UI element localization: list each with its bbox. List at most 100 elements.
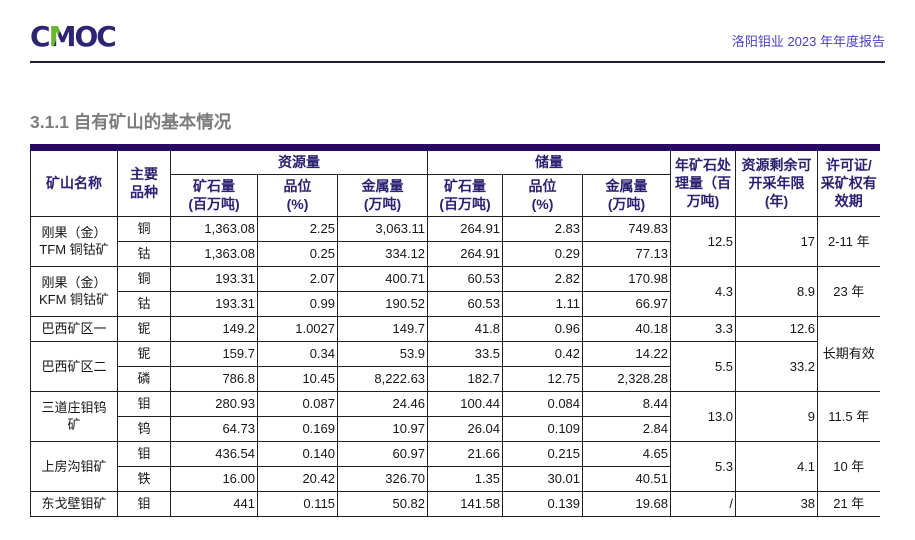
product-cell: 钨 bbox=[117, 415, 171, 442]
res-metal-cell: 60.97 bbox=[336, 440, 429, 467]
license-cell: 10 年 bbox=[817, 440, 880, 492]
product-cell: 钼 bbox=[117, 440, 171, 467]
rsv-metal-cell: 77.13 bbox=[582, 240, 672, 267]
report-page: CMOC 洛阳钼业 2023 年年度报告 3.1.1 自有矿山的基本情况 矿山名… bbox=[30, 20, 885, 517]
remaining-cell: 33.2 bbox=[735, 340, 819, 392]
license-cell: 2-11 年 bbox=[817, 215, 880, 267]
rsv-ore-cell: 21.66 bbox=[427, 440, 504, 467]
rsv-grade-cell: 0.215 bbox=[502, 440, 584, 467]
product-cell: 铌 bbox=[117, 340, 171, 367]
col-header-res-metal: 金属量 (万吨) bbox=[336, 173, 429, 217]
res-grade-cell: 10.45 bbox=[257, 365, 338, 392]
table-row: 巴西矿区二 铌 159.7 0.34 53.9 33.5 0.42 14.22 … bbox=[30, 340, 880, 392]
res-grade-cell: 0.25 bbox=[257, 240, 338, 267]
col-header-license: 许可证/采矿权有效期 bbox=[817, 146, 880, 217]
table-row: 刚果（金） TFM 铜钴矿 铜 1,363.08 2.25 3,063.11 2… bbox=[30, 215, 880, 267]
rsv-ore-cell: 33.5 bbox=[427, 340, 504, 367]
res-ore-cell: 149.2 bbox=[170, 315, 258, 342]
rsv-ore-cell: 41.8 bbox=[427, 315, 504, 342]
table-row: 钨 64.73 0.169 10.97 26.04 0.109 2.84 bbox=[31, 415, 880, 442]
rsv-ore-cell: 141.58 bbox=[427, 490, 504, 517]
mine-name-cell: 东戈壁钼矿 bbox=[30, 490, 118, 517]
mine-name-cell: 刚果（金） KFM 铜钴矿 bbox=[30, 265, 118, 317]
res-ore-cell: 193.31 bbox=[170, 265, 258, 292]
license-cell: 23 年 bbox=[817, 265, 880, 317]
res-metal-cell: 149.7 bbox=[336, 315, 429, 342]
mine-name-cell: 刚果（金） TFM 铜钴矿 bbox=[30, 215, 118, 267]
res-ore-cell: 193.31 bbox=[170, 290, 258, 317]
col-header-reserves-group: 储量 bbox=[427, 146, 672, 175]
mines-table: 矿山名称 主要 品种 资源量 储量 年矿石处理量（百万吨) 资源剩余可开采年限(… bbox=[30, 143, 880, 517]
product-cell: 磷 bbox=[117, 365, 171, 392]
col-header-main-product: 主要 品种 bbox=[117, 146, 171, 217]
rsv-grade-cell: 12.75 bbox=[502, 365, 584, 392]
product-cell: 钼 bbox=[117, 490, 171, 517]
rsv-metal-cell: 40.18 bbox=[582, 315, 672, 342]
col-header-res-grade: 品位 (%) bbox=[257, 173, 338, 217]
res-grade-cell: 0.34 bbox=[257, 340, 338, 367]
res-metal-cell: 24.46 bbox=[336, 390, 429, 417]
col-header-rsv-grade: 品位 (%) bbox=[502, 173, 584, 217]
res-grade-cell: 0.169 bbox=[257, 415, 338, 442]
rsv-metal-cell: 170.98 bbox=[582, 265, 672, 292]
rsv-grade-cell: 0.29 bbox=[502, 240, 584, 267]
rsv-ore-cell: 182.7 bbox=[427, 365, 504, 392]
res-grade-cell: 0.115 bbox=[257, 490, 338, 517]
table-row: 钴 193.31 0.99 190.52 60.53 1.11 66.97 bbox=[31, 290, 880, 317]
rsv-metal-cell: 14.22 bbox=[582, 340, 672, 367]
product-cell: 铜 bbox=[117, 265, 171, 292]
rsv-metal-cell: 19.68 bbox=[582, 490, 672, 517]
table-row: 刚果（金） KFM 铜钴矿 铜 193.31 2.07 400.71 60.53… bbox=[30, 265, 880, 317]
processing-cell: 4.3 bbox=[670, 265, 737, 317]
res-ore-cell: 64.73 bbox=[170, 415, 258, 442]
res-ore-cell: 159.7 bbox=[170, 340, 258, 367]
table-row: 三道庄钼钨 矿 钼 280.93 0.087 24.46 100.44 0.08… bbox=[30, 390, 880, 442]
res-metal-cell: 334.12 bbox=[336, 240, 429, 267]
res-metal-cell: 326.70 bbox=[336, 465, 429, 492]
product-cell: 钴 bbox=[117, 290, 171, 317]
res-ore-cell: 1,363.08 bbox=[170, 215, 258, 242]
res-ore-cell: 441 bbox=[170, 490, 258, 517]
cmoc-logo: CMOC bbox=[30, 20, 117, 53]
col-header-mine-name: 矿山名称 bbox=[30, 146, 118, 217]
table-row: 铁 16.00 20.42 326.70 1.35 30.01 40.51 bbox=[31, 465, 880, 492]
rsv-ore-cell: 1.35 bbox=[427, 465, 504, 492]
report-title: 洛阳钼业 2023 年年度报告 bbox=[731, 33, 885, 49]
remaining-cell: 17 bbox=[735, 215, 819, 267]
res-grade-cell: 1.0027 bbox=[257, 315, 338, 342]
header-row-group: 矿山名称 主要 品种 资源量 储量 年矿石处理量（百万吨) 资源剩余可开采年限(… bbox=[30, 146, 880, 217]
rsv-metal-cell: 40.51 bbox=[582, 465, 672, 492]
res-grade-cell: 0.99 bbox=[257, 290, 338, 317]
res-metal-cell: 190.52 bbox=[336, 290, 429, 317]
res-grade-cell: 0.140 bbox=[257, 440, 338, 467]
res-ore-cell: 436.54 bbox=[170, 440, 258, 467]
logo-letter: C bbox=[30, 20, 51, 53]
rsv-grade-cell: 0.084 bbox=[502, 390, 584, 417]
rsv-grade-cell: 0.109 bbox=[502, 415, 584, 442]
res-metal-cell: 10.97 bbox=[336, 415, 429, 442]
remaining-cell: 9 bbox=[735, 390, 819, 442]
mine-name-cell: 巴西矿区二 bbox=[30, 340, 118, 392]
col-header-annual-processing: 年矿石处理量（百万吨) bbox=[670, 146, 737, 217]
rsv-grade-cell: 1.11 bbox=[502, 290, 584, 317]
rsv-grade-cell: 30.01 bbox=[502, 465, 584, 492]
rsv-metal-cell: 749.83 bbox=[582, 215, 672, 242]
remaining-cell: 38 bbox=[735, 490, 819, 517]
rsv-ore-cell: 26.04 bbox=[427, 415, 504, 442]
license-cell: 21 年 bbox=[817, 490, 880, 517]
product-cell: 铌 bbox=[117, 315, 171, 342]
product-cell: 铜 bbox=[117, 215, 171, 242]
res-metal-cell: 3,063.11 bbox=[336, 215, 429, 242]
logo-letters: OC bbox=[74, 20, 116, 53]
mine-name-cell: 上房沟钼矿 bbox=[30, 440, 118, 492]
license-cell: 长期有效 bbox=[817, 315, 880, 392]
col-header-rsv-metal: 金属量 (万吨) bbox=[582, 173, 672, 217]
res-grade-cell: 2.07 bbox=[257, 265, 338, 292]
rsv-ore-cell: 60.53 bbox=[427, 290, 504, 317]
processing-cell: / bbox=[670, 490, 737, 517]
rsv-ore-cell: 100.44 bbox=[427, 390, 504, 417]
res-grade-cell: 0.087 bbox=[257, 390, 338, 417]
rsv-metal-cell: 8.44 bbox=[582, 390, 672, 417]
res-ore-cell: 16.00 bbox=[170, 465, 258, 492]
res-grade-cell: 20.42 bbox=[257, 465, 338, 492]
